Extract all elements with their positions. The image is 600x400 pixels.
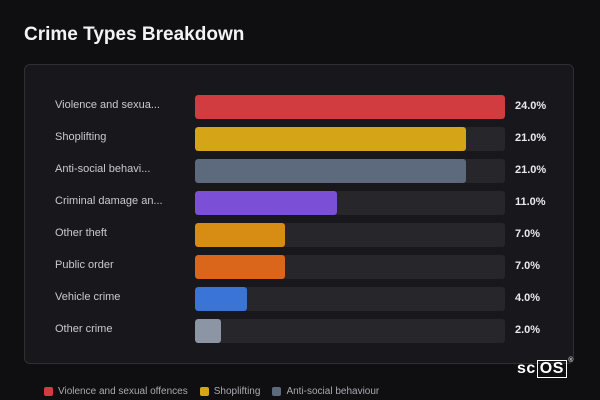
legend-swatch xyxy=(272,387,282,396)
bar xyxy=(195,287,247,311)
bar-label: Shoplifting xyxy=(55,131,107,143)
bar xyxy=(195,319,221,343)
bar-label: Criminal damage an... xyxy=(55,195,163,207)
bar-label: Violence and sexua... xyxy=(55,99,160,111)
bar xyxy=(195,255,286,279)
bar-label: Public order xyxy=(55,259,114,271)
bar-track xyxy=(195,319,505,343)
chart-legend: Violence and sexual offences Shoplifting A… xyxy=(44,386,379,397)
bar-track xyxy=(195,159,505,183)
bar-track xyxy=(195,191,505,215)
legend-item: Anti-social behaviour xyxy=(272,386,379,397)
bar xyxy=(195,191,338,215)
bar-row: Public order 7.0% xyxy=(25,255,573,279)
bar-value-label: 24.0% xyxy=(515,100,547,112)
bar-value-label: 2.0% xyxy=(515,324,541,336)
bar-row: Vehicle crime 4.0% xyxy=(25,287,573,311)
legend-swatch xyxy=(199,387,209,396)
bar-row: Other theft 7.0% xyxy=(25,223,573,247)
bar-value-label: 4.0% xyxy=(515,292,541,304)
bar-label: Vehicle crime xyxy=(55,291,121,303)
bar-row: Criminal damage an... 11.0% xyxy=(25,191,573,215)
legend-item: Shoplifting xyxy=(199,386,261,397)
bar-row: Other crime 2.0% xyxy=(25,319,573,343)
bar-track xyxy=(195,255,505,279)
bar-value-label: 7.0% xyxy=(515,260,541,272)
scos-logo: sc OS ® xyxy=(517,357,574,378)
bar-row: Shoplifting 21.0% xyxy=(25,127,573,151)
bar xyxy=(195,159,467,183)
bar-track xyxy=(195,287,505,311)
bar-value-label: 21.0% xyxy=(515,164,547,176)
bar-value-label: 7.0% xyxy=(515,228,541,240)
bar xyxy=(195,95,505,119)
bar xyxy=(195,223,286,247)
legend-item: Violence and sexual offences xyxy=(44,386,188,397)
chart-card: Violence and sexua... 24.0% Shoplifting 21.… xyxy=(24,64,574,364)
legend-label: Anti-social behaviour xyxy=(286,386,380,397)
bar-value-label: 11.0% xyxy=(515,196,546,208)
bar-track xyxy=(195,223,505,247)
bar-track xyxy=(195,127,505,151)
bar-row: Violence and sexua... 24.0% xyxy=(25,95,573,119)
bar-label: Other crime xyxy=(55,323,113,335)
bar-label: Other theft xyxy=(55,227,107,239)
chart-title: Crime Types Breakdown xyxy=(24,24,245,45)
bar-track xyxy=(195,95,505,119)
legend-label: Violence and sexual offences xyxy=(58,386,188,397)
bar-row: Anti-social behavi... 21.0% xyxy=(25,159,573,183)
bar-value-label: 21.0% xyxy=(515,132,547,144)
bar xyxy=(195,127,467,151)
legend-label: Shoplifting xyxy=(213,386,261,397)
legend-swatch xyxy=(44,387,53,396)
bar-label: Anti-social behavi... xyxy=(55,163,151,175)
